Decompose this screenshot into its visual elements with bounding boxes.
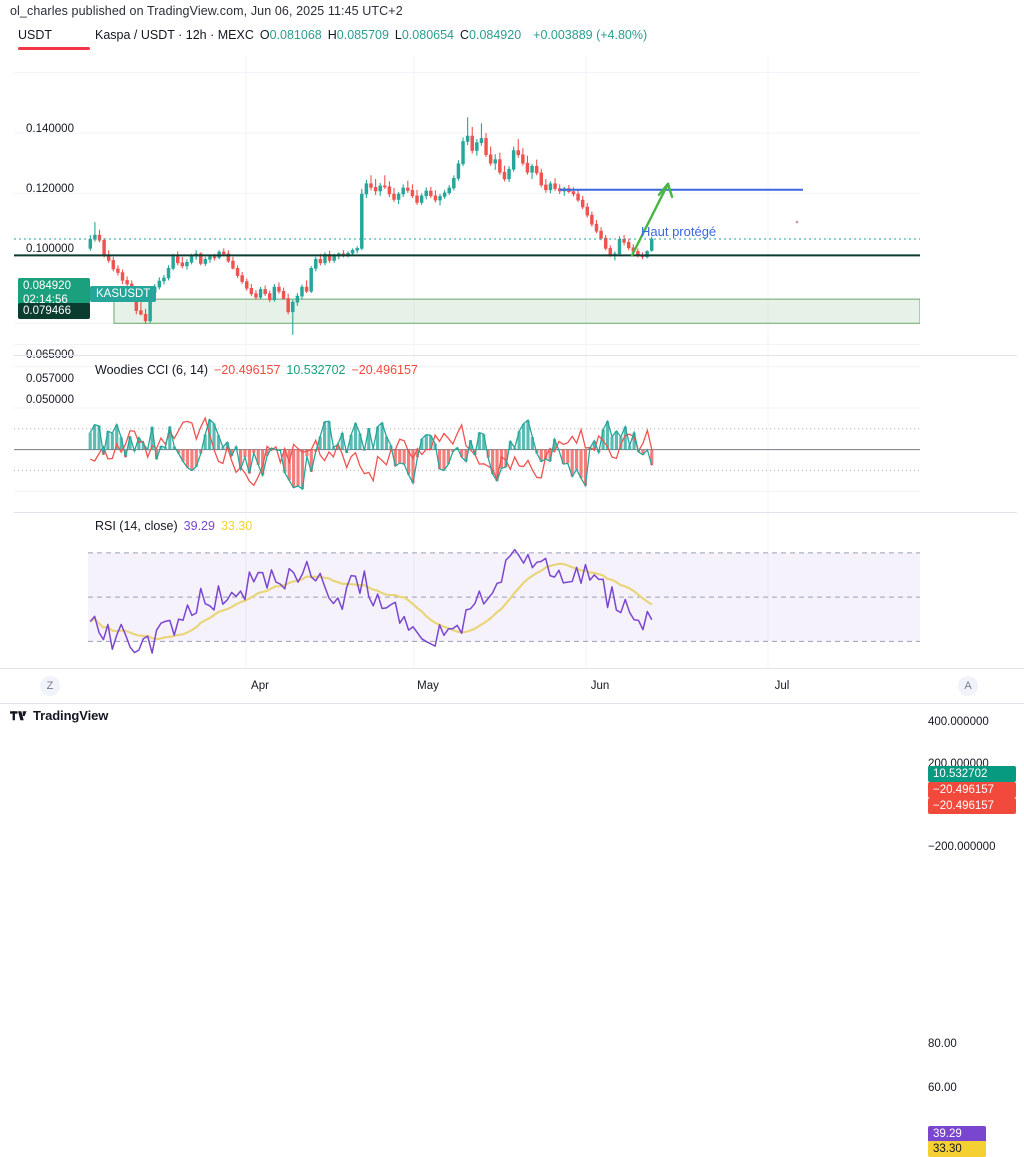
currency-tab-usdt[interactable]: USDT <box>18 28 53 42</box>
pane-separator-1 <box>14 355 1017 356</box>
pane-separator-2 <box>14 512 1017 513</box>
cci-tick-label: 400.000000 <box>928 716 989 729</box>
annotation-haut-protege[interactable]: Haut protégé <box>641 223 717 239</box>
rsi-pane: RSI (14, close) 39.29 33.30 80.00 60.00 39.2… <box>0 513 1024 1157</box>
timezone-button[interactable]: Z <box>40 676 60 696</box>
rsi-value-1: 33.30 <box>220 519 253 533</box>
publish-line: ol_charles published on TradingView.com,… <box>10 4 403 18</box>
chart-screenshot: ol_charles published on TradingView.com,… <box>0 4 1024 1157</box>
scale-mode-button[interactable]: A <box>958 676 978 696</box>
cci-plot-area[interactable] <box>14 356 920 512</box>
ohlc-high-key: H <box>327 28 337 42</box>
price-pane: 0.140000 0.120000 0.100000 0.065000 0.057000… <box>0 56 1024 406</box>
price-candles-svg <box>14 56 920 355</box>
cci-series-svg <box>14 356 920 512</box>
cci-value-0: −20.496157 <box>214 363 281 377</box>
price-tick-label: 0.120000 <box>26 183 74 195</box>
price-change: +0.003889 (+4.80%) <box>533 28 648 42</box>
rsi-value-0: 39.29 <box>183 519 215 533</box>
footer: TradingView <box>10 708 108 723</box>
tradingview-brand: TradingView <box>33 708 109 723</box>
price-plot-area[interactable] <box>14 56 920 355</box>
symbol-title: Kaspa / USDT · 12h · MEXC <box>95 28 254 42</box>
time-tick-label: Jul <box>774 680 790 692</box>
rsi-title: RSI (14, close) <box>95 519 178 533</box>
ohlc-open-key: O <box>259 28 270 42</box>
ohlc-low-value: 0.080654 <box>401 28 454 42</box>
cci-value-1: 10.532702 <box>286 363 346 377</box>
time-tick-label: Apr <box>251 680 269 692</box>
cci-badge-1[interactable]: −20.496157 <box>928 782 1016 799</box>
rsi-tick-label: 60.00 <box>928 1082 957 1094</box>
price-tick-label: 0.140000 <box>26 122 74 135</box>
cci-tick-label: −200.000000 <box>928 841 996 854</box>
prev-close-badge[interactable]: 0.079466 <box>18 303 90 320</box>
tradingview-logo-icon <box>10 710 27 720</box>
cci-pane: Woodies CCI (6, 14) −20.496157 10.532702 −2… <box>0 356 1024 853</box>
rsi-plot-area[interactable] <box>14 513 920 668</box>
ohlc-close-value: 0.084920 <box>469 28 522 42</box>
symbol-legend[interactable]: Kaspa / USDT · 12h · MEXC O0.081068 H0.085… <box>95 28 647 42</box>
price-tick-label: 0.050000 <box>26 394 74 407</box>
last-price-badge[interactable]: 0.084920 <box>18 277 90 294</box>
rsi-tick-label: 80.00 <box>928 1037 957 1050</box>
rsi-legend[interactable]: RSI (14, close) 39.29 33.30 <box>95 519 252 533</box>
ohlc-open-value: 0.081068 <box>269 28 322 42</box>
time-tick-label: May <box>417 680 439 692</box>
time-tick-label: Jun <box>590 680 610 692</box>
rsi-series-svg <box>88 513 920 668</box>
cci-badge-2[interactable]: −20.496157 <box>928 798 1016 815</box>
ohlc-close-key: C <box>460 28 470 42</box>
ohlc-low-key: L <box>394 28 402 42</box>
cci-legend[interactable]: Woodies CCI (6, 14) −20.496157 10.532702 −2… <box>95 363 418 377</box>
cci-badge-0[interactable]: 10.532702 <box>928 766 1016 783</box>
chart-legend-row: USDT Kaspa / USDT · 12h · MEXC O0.081068 H… <box>0 28 1024 54</box>
time-axis[interactable]: Apr May Jun Jul <box>0 668 1024 704</box>
rsi-badge-0[interactable]: 39.29 <box>928 1125 986 1142</box>
rsi-badge-1[interactable]: 33.30 <box>928 1141 986 1157</box>
cci-value-2: −20.496157 <box>351 363 418 377</box>
ohlc-high-value: 0.085709 <box>336 28 389 42</box>
price-tick-label: 0.057000 <box>26 373 74 386</box>
cci-title: Woodies CCI (6, 14) <box>95 363 209 377</box>
currency-tab-underline <box>18 47 90 50</box>
price-tick-label: 0.100000 <box>26 243 74 256</box>
symbol-pill: KASUSDT <box>90 285 157 302</box>
